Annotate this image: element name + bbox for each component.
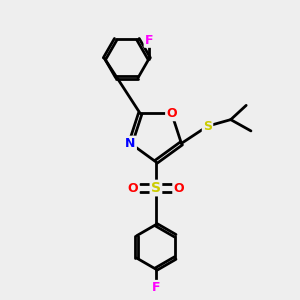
Text: S: S xyxy=(203,120,212,133)
Text: O: O xyxy=(167,107,177,120)
Text: F: F xyxy=(152,281,160,294)
Text: S: S xyxy=(151,181,161,195)
Text: F: F xyxy=(145,34,153,46)
Text: O: O xyxy=(173,182,184,194)
Text: N: N xyxy=(125,137,136,150)
Text: O: O xyxy=(128,182,138,194)
